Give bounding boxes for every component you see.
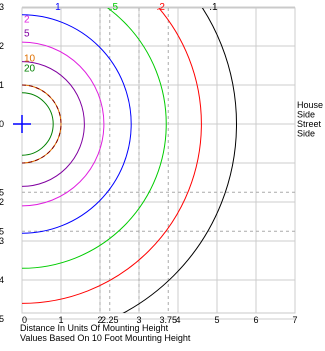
y-tick-label: 3 xyxy=(0,2,4,12)
x-tick-label: 2.25 xyxy=(101,315,119,325)
contour-line xyxy=(21,14,132,234)
contour-line-dashed xyxy=(21,84,62,164)
y-tick-label: 2 xyxy=(0,197,4,207)
x-tick-label: 3.75 xyxy=(159,315,177,325)
side-label: Street xyxy=(297,119,322,129)
side-label: Side xyxy=(297,129,315,139)
x-tick-label: 6 xyxy=(253,315,258,325)
footer-line-1: Distance In Units Of Mounting Height xyxy=(20,323,169,333)
contour-line xyxy=(21,41,105,207)
side-label: House xyxy=(297,100,323,110)
contour-label: 2 xyxy=(24,15,30,26)
contour-label: 20 xyxy=(24,63,36,74)
y-tick-label: 4 xyxy=(0,275,4,285)
contour-label: 1 xyxy=(55,2,61,13)
contour-line xyxy=(21,8,167,269)
y-tick-label: 5 xyxy=(0,314,4,324)
y-tick-label: 2.75 xyxy=(0,226,4,236)
y-tick-label: 1 xyxy=(0,80,4,90)
x-axis-ticks: 0 1 22.25 3 3.754 5 6 7 xyxy=(22,315,298,325)
y-tick-label: 1.75 xyxy=(0,187,4,197)
contour-line xyxy=(122,8,237,313)
luminaire-marker xyxy=(13,115,31,133)
contour-label: .5 xyxy=(110,2,119,13)
y-tick-label: 2 xyxy=(0,41,4,51)
y-axis-ticks: 32101.7522.75345 xyxy=(0,2,4,324)
contour-label: 10 xyxy=(24,54,36,65)
contour-line xyxy=(21,92,54,156)
footer-line-2: Values Based On 10 Foot Mounting Height xyxy=(20,333,191,343)
x-tick-label: 7 xyxy=(292,315,297,325)
y-tick-label: 3 xyxy=(0,236,4,246)
x-tick-label: 5 xyxy=(214,315,219,325)
x-tick-label: 4 xyxy=(175,315,180,325)
contour-label: .2 xyxy=(157,2,166,13)
contour-label: .1 xyxy=(209,2,218,13)
contour-line xyxy=(21,61,85,187)
x-tick-label: 0 xyxy=(22,315,27,325)
contour-lines xyxy=(21,8,237,313)
side-label: Side xyxy=(297,110,315,120)
x-tick-label: 1 xyxy=(58,315,63,325)
y-tick-label: 0 xyxy=(0,119,4,129)
contour-line xyxy=(21,8,202,304)
x-tick-label: 2 xyxy=(97,315,102,325)
x-tick-label: 3 xyxy=(136,315,141,325)
contour-label: 5 xyxy=(24,28,30,39)
